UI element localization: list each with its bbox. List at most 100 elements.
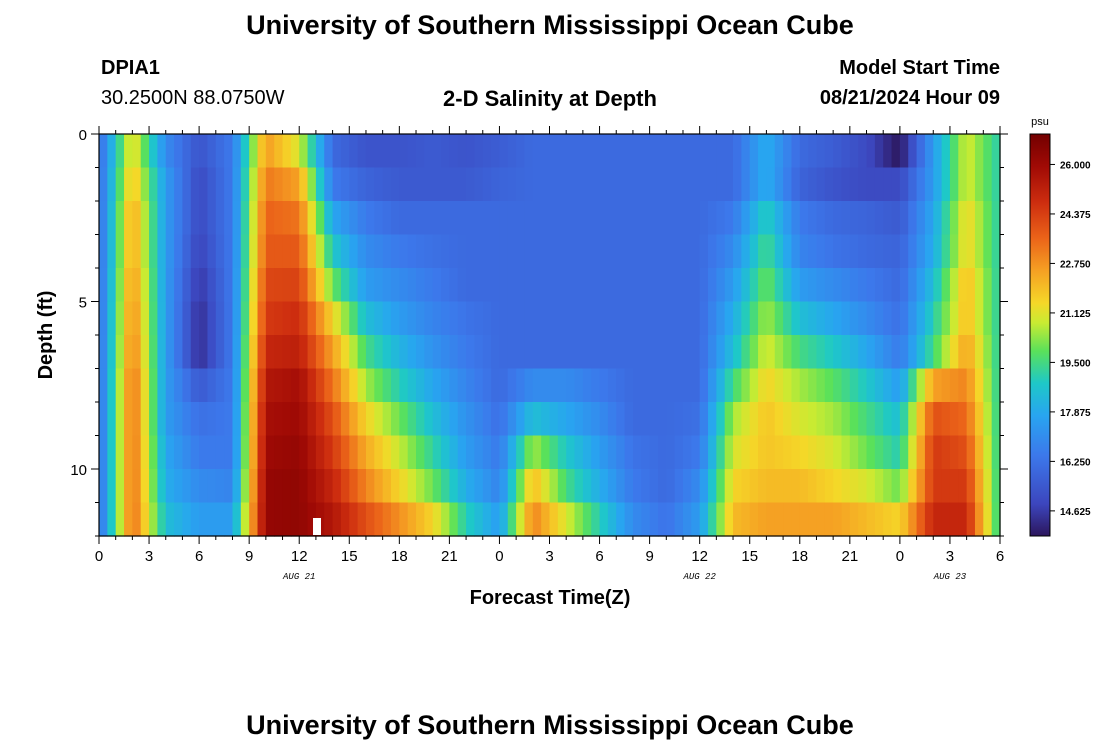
heatmap-cell xyxy=(349,469,359,504)
heatmap-cell xyxy=(224,502,234,537)
heatmap-cell xyxy=(491,368,501,403)
heatmap-cell xyxy=(482,301,492,336)
heatmap-cell xyxy=(107,268,117,303)
heatmap-cell xyxy=(407,301,417,336)
heatmap-cell xyxy=(933,201,943,236)
heatmap-cell xyxy=(791,201,801,236)
heatmap-cell xyxy=(124,201,133,236)
heatmap-cell xyxy=(374,502,384,537)
heatmap-cell xyxy=(532,435,542,470)
heatmap-cell xyxy=(299,268,309,303)
heatmap-cell xyxy=(624,502,634,537)
heatmap-cell xyxy=(516,469,526,504)
heatmap-cell xyxy=(290,268,300,303)
heatmap-cell xyxy=(482,167,492,202)
heatmap-cell xyxy=(833,435,843,470)
heatmap-cell xyxy=(674,469,684,504)
heatmap-cell xyxy=(249,402,259,437)
heatmap-cell xyxy=(566,502,576,537)
heatmap-cell xyxy=(307,134,317,169)
heatmap-cell xyxy=(124,402,133,437)
heatmap-cell xyxy=(499,234,509,269)
heatmap-cell xyxy=(833,368,843,403)
heatmap-cell xyxy=(182,435,192,470)
heatmap-cell xyxy=(733,402,742,437)
heatmap-cell xyxy=(824,435,834,470)
heatmap-cell xyxy=(983,301,993,336)
heatmap-cell xyxy=(541,268,551,303)
heatmap-cell xyxy=(724,469,734,504)
heatmap-cell xyxy=(407,402,417,437)
heatmap-cell xyxy=(507,134,517,169)
heatmap-cell xyxy=(491,335,501,370)
heatmap-cell xyxy=(749,368,759,403)
heatmap-cell xyxy=(724,234,734,269)
heatmap-cell xyxy=(799,268,809,303)
heatmap-cell xyxy=(599,435,609,470)
heatmap-cell xyxy=(616,301,626,336)
heatmap-cell xyxy=(315,402,325,437)
heatmap-cell xyxy=(399,201,409,236)
heatmap-cell xyxy=(124,134,133,169)
heatmap-cell xyxy=(382,335,392,370)
heatmap-cell xyxy=(157,335,167,370)
heatmap-cell xyxy=(607,469,617,504)
heatmap-cell xyxy=(516,502,526,537)
heatmap-cell xyxy=(215,469,225,504)
heatmap-cell xyxy=(933,234,943,269)
heatmap-cell xyxy=(566,368,576,403)
heatmap-cell xyxy=(708,268,717,303)
heatmap-cell xyxy=(674,435,684,470)
heatmap-cell xyxy=(607,335,617,370)
heatmap-cell xyxy=(524,435,534,470)
heatmap-cell xyxy=(491,268,501,303)
heatmap-cell xyxy=(733,335,742,370)
heatmap-cell xyxy=(607,502,617,537)
heatmap-cell xyxy=(899,469,909,504)
x-tick-label: 21 xyxy=(841,548,858,565)
heatmap-cell xyxy=(299,402,309,437)
heatmap-cell xyxy=(315,268,325,303)
heatmap-cell xyxy=(766,368,776,403)
heatmap-cell xyxy=(699,201,709,236)
heatmap-cell xyxy=(908,268,918,303)
heatmap-cell xyxy=(824,335,834,370)
heatmap-cell xyxy=(657,502,667,537)
heatmap-cell xyxy=(966,402,976,437)
heatmap-cell xyxy=(382,234,392,269)
heatmap-cell xyxy=(165,368,175,403)
heatmap-cell xyxy=(924,335,934,370)
heatmap-cell xyxy=(849,301,859,336)
heatmap-cell xyxy=(357,268,367,303)
heatmap-cell xyxy=(507,167,517,202)
heatmap-cell xyxy=(441,368,450,403)
heatmap-cell xyxy=(624,435,634,470)
heatmap-cell xyxy=(432,368,442,403)
heatmap-cell xyxy=(699,268,709,303)
heatmap-cell xyxy=(908,134,918,169)
heatmap-cell xyxy=(607,301,617,336)
heatmap-cell xyxy=(624,402,634,437)
heatmap-cell xyxy=(357,167,367,202)
heatmap-cell xyxy=(799,435,809,470)
heatmap-cell xyxy=(966,469,976,504)
heatmap-cell xyxy=(416,435,425,470)
heatmap-cell xyxy=(966,201,976,236)
heatmap-cell xyxy=(532,301,542,336)
heatmap-cell xyxy=(883,435,893,470)
heatmap-cell xyxy=(357,435,367,470)
heatmap-cell xyxy=(157,435,167,470)
heatmap-cell xyxy=(908,502,918,537)
heatmap-cell xyxy=(974,268,984,303)
heatmap-cell xyxy=(983,435,993,470)
heatmap-cell xyxy=(616,134,626,169)
heatmap-cell xyxy=(541,234,551,269)
heatmap-cell xyxy=(941,234,951,269)
heatmap-cell xyxy=(641,301,651,336)
heatmap-cell xyxy=(591,234,601,269)
heatmap-cell xyxy=(933,167,943,202)
heatmap-cell xyxy=(541,201,551,236)
heatmap-cell xyxy=(799,301,809,336)
heatmap-cell xyxy=(699,335,709,370)
heatmap-cell xyxy=(332,167,342,202)
